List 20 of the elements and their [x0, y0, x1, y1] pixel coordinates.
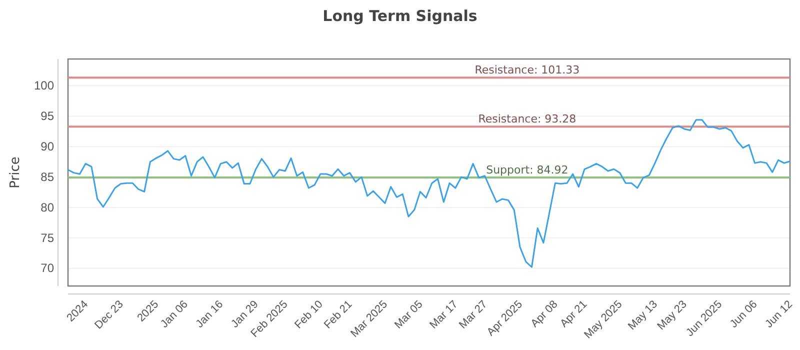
x-tick-label: Feb 21 — [322, 298, 355, 332]
x-tick-label: Jun 12 — [763, 298, 795, 330]
y-tick-label: 80 — [40, 200, 54, 214]
x-tick-label: Apr 08 — [528, 298, 560, 330]
x-tick-label: Jun 06 — [728, 298, 760, 330]
y-tick-label: 85 — [40, 170, 54, 184]
ref-line-label: Resistance: 101.33 — [474, 64, 580, 77]
chart-title: Long Term Signals — [322, 7, 478, 25]
y-tick-label: 90 — [40, 139, 54, 154]
ref-line-label: Support: 84.92 — [486, 164, 568, 177]
ref-line-label: Resistance: 93.28 — [478, 112, 576, 126]
y-tick-label: 100 — [34, 78, 54, 93]
x-tick-label: Dec 23 — [92, 298, 126, 332]
y-tick-label: 70 — [40, 261, 54, 276]
y-tick-label: 75 — [40, 230, 54, 245]
x-tick-label: Jan 06 — [158, 298, 190, 330]
x-tick-label: Mar 05 — [392, 298, 426, 332]
x-tick-label: Jan 16 — [194, 298, 226, 330]
y-tick-label: 95 — [40, 109, 54, 124]
y-axis-title: Price — [8, 156, 23, 188]
